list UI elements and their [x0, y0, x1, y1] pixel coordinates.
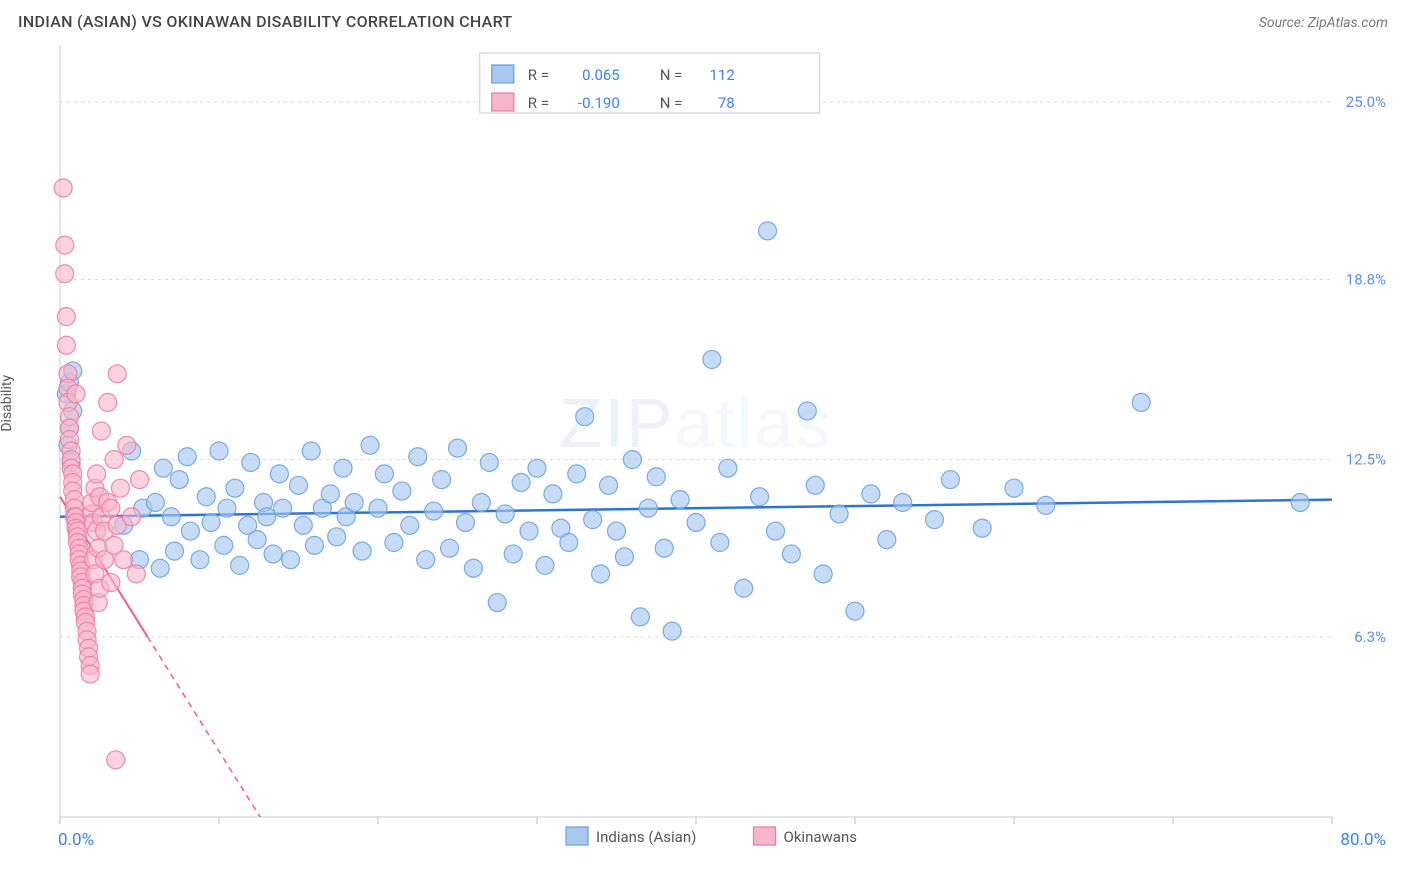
svg-text:ZIPatlas: ZIPatlas	[560, 384, 833, 462]
svg-text:N =: N =	[660, 94, 683, 112]
svg-text:N =: N =	[660, 66, 683, 84]
chart-header: INDIAN (ASIAN) VS OKINAWAN DISABILITY CO…	[12, 12, 1394, 31]
svg-text:6.3%: 6.3%	[1354, 628, 1386, 646]
svg-text:R =: R =	[528, 94, 549, 112]
svg-text:0.0%: 0.0%	[58, 830, 94, 850]
y-axis-label: Disability	[0, 375, 15, 432]
chart-source: Source: ZipAtlas.com	[1259, 15, 1388, 31]
svg-text:25.0%: 25.0%	[1346, 93, 1386, 111]
svg-text:Indians (Asian): Indians (Asian)	[596, 828, 696, 846]
svg-text:80.0%: 80.0%	[1340, 830, 1386, 850]
svg-text:-0.190: -0.190	[578, 94, 620, 112]
svg-text:R =: R =	[528, 66, 549, 84]
chart-container: Disability 6.3%12.5%18.8%25.0%ZIPatlasR …	[12, 37, 1394, 867]
svg-text:Okinawans: Okinawans	[784, 828, 857, 846]
svg-text:18.8%: 18.8%	[1346, 270, 1386, 288]
svg-text:112: 112	[709, 66, 734, 84]
svg-text:12.5%: 12.5%	[1346, 451, 1386, 469]
scatter-chart: 6.3% 12.5% 18.8% 25.0% ZIPatlas R = 0.065 N = 11…	[12, 37, 1394, 867]
svg-text:78: 78	[718, 94, 735, 112]
svg-text:0.065: 0.065	[582, 66, 620, 84]
chart-title: INDIAN (ASIAN) VS OKINAWAN DISABILITY CO…	[18, 12, 512, 31]
